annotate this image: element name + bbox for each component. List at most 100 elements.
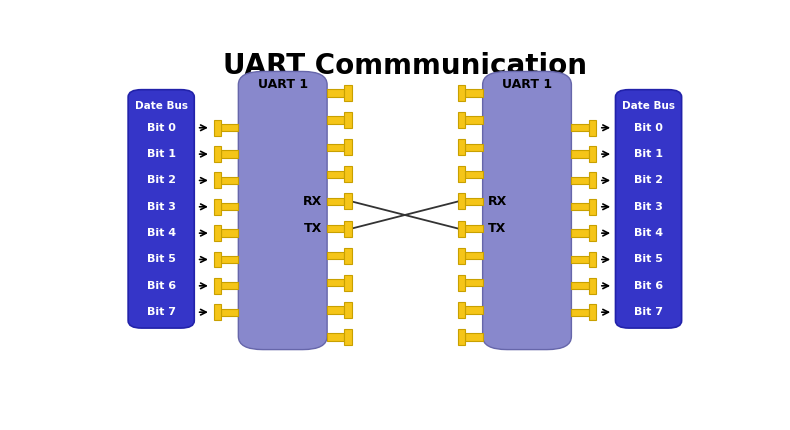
FancyBboxPatch shape — [465, 144, 483, 151]
FancyBboxPatch shape — [615, 90, 682, 328]
FancyBboxPatch shape — [327, 279, 344, 286]
FancyBboxPatch shape — [214, 252, 221, 267]
FancyBboxPatch shape — [571, 150, 589, 158]
FancyBboxPatch shape — [214, 120, 221, 136]
FancyBboxPatch shape — [344, 275, 352, 291]
Text: Bit 7: Bit 7 — [147, 307, 175, 317]
FancyBboxPatch shape — [344, 329, 352, 345]
Text: Bit 0: Bit 0 — [634, 123, 663, 133]
FancyBboxPatch shape — [221, 177, 239, 184]
FancyBboxPatch shape — [589, 304, 596, 320]
FancyBboxPatch shape — [483, 71, 571, 350]
FancyBboxPatch shape — [214, 225, 221, 241]
FancyBboxPatch shape — [344, 194, 352, 209]
FancyBboxPatch shape — [214, 199, 221, 215]
FancyBboxPatch shape — [458, 329, 465, 345]
FancyBboxPatch shape — [221, 124, 239, 132]
FancyBboxPatch shape — [465, 333, 483, 341]
FancyBboxPatch shape — [327, 144, 344, 151]
FancyBboxPatch shape — [458, 139, 465, 155]
FancyBboxPatch shape — [465, 306, 483, 313]
Text: Date Bus: Date Bus — [135, 101, 188, 111]
FancyBboxPatch shape — [344, 221, 352, 237]
FancyBboxPatch shape — [214, 304, 221, 320]
FancyBboxPatch shape — [221, 256, 239, 263]
FancyBboxPatch shape — [221, 309, 239, 316]
FancyBboxPatch shape — [571, 282, 589, 289]
FancyBboxPatch shape — [589, 278, 596, 294]
FancyBboxPatch shape — [589, 252, 596, 267]
FancyBboxPatch shape — [221, 150, 239, 158]
Text: Bit 1: Bit 1 — [147, 149, 175, 159]
FancyBboxPatch shape — [589, 172, 596, 188]
FancyBboxPatch shape — [465, 117, 483, 124]
Text: Bit 6: Bit 6 — [634, 281, 663, 291]
Text: Bit 3: Bit 3 — [147, 202, 175, 212]
FancyBboxPatch shape — [458, 85, 465, 101]
FancyBboxPatch shape — [214, 146, 221, 162]
FancyBboxPatch shape — [589, 120, 596, 136]
FancyBboxPatch shape — [458, 302, 465, 318]
Text: Bit 2: Bit 2 — [634, 175, 663, 185]
Text: TX: TX — [487, 222, 506, 235]
FancyBboxPatch shape — [458, 221, 465, 237]
FancyBboxPatch shape — [214, 278, 221, 294]
Text: Bit 4: Bit 4 — [634, 228, 663, 238]
Text: Bit 2: Bit 2 — [147, 175, 175, 185]
FancyBboxPatch shape — [571, 203, 589, 210]
FancyBboxPatch shape — [458, 166, 465, 182]
FancyBboxPatch shape — [344, 112, 352, 128]
FancyBboxPatch shape — [344, 302, 352, 318]
Text: UART Commmunication: UART Commmunication — [223, 52, 587, 80]
Text: Bit 1: Bit 1 — [634, 149, 663, 159]
FancyBboxPatch shape — [327, 89, 344, 97]
FancyBboxPatch shape — [327, 171, 344, 178]
Text: TX: TX — [304, 222, 322, 235]
FancyBboxPatch shape — [571, 177, 589, 184]
FancyBboxPatch shape — [465, 279, 483, 286]
FancyBboxPatch shape — [344, 248, 352, 264]
FancyBboxPatch shape — [465, 225, 483, 232]
FancyBboxPatch shape — [327, 306, 344, 313]
FancyBboxPatch shape — [327, 198, 344, 205]
Text: Bit 7: Bit 7 — [634, 307, 663, 317]
FancyBboxPatch shape — [589, 199, 596, 215]
FancyBboxPatch shape — [465, 89, 483, 97]
FancyBboxPatch shape — [458, 275, 465, 291]
FancyBboxPatch shape — [571, 309, 589, 316]
FancyBboxPatch shape — [344, 85, 352, 101]
Text: Date Bus: Date Bus — [622, 101, 675, 111]
FancyBboxPatch shape — [221, 203, 239, 210]
FancyBboxPatch shape — [571, 230, 589, 237]
Text: Bit 0: Bit 0 — [147, 123, 175, 133]
FancyBboxPatch shape — [589, 146, 596, 162]
FancyBboxPatch shape — [589, 225, 596, 241]
Text: Bit 4: Bit 4 — [147, 228, 175, 238]
Text: Bit 6: Bit 6 — [147, 281, 175, 291]
FancyBboxPatch shape — [458, 112, 465, 128]
FancyBboxPatch shape — [221, 282, 239, 289]
Text: RX: RX — [487, 195, 506, 208]
Text: UART 1: UART 1 — [502, 78, 552, 91]
FancyBboxPatch shape — [327, 117, 344, 124]
FancyBboxPatch shape — [239, 71, 327, 350]
FancyBboxPatch shape — [327, 252, 344, 259]
FancyBboxPatch shape — [344, 139, 352, 155]
FancyBboxPatch shape — [465, 252, 483, 259]
Text: Bit 3: Bit 3 — [634, 202, 663, 212]
FancyBboxPatch shape — [458, 248, 465, 264]
FancyBboxPatch shape — [344, 166, 352, 182]
FancyBboxPatch shape — [128, 90, 194, 328]
Text: UART 1: UART 1 — [258, 78, 308, 91]
FancyBboxPatch shape — [214, 172, 221, 188]
Text: RX: RX — [303, 195, 322, 208]
FancyBboxPatch shape — [465, 171, 483, 178]
FancyBboxPatch shape — [458, 194, 465, 209]
Text: Bit 5: Bit 5 — [147, 255, 175, 264]
FancyBboxPatch shape — [327, 333, 344, 341]
FancyBboxPatch shape — [465, 198, 483, 205]
FancyBboxPatch shape — [327, 225, 344, 232]
FancyBboxPatch shape — [571, 124, 589, 132]
FancyBboxPatch shape — [571, 256, 589, 263]
FancyBboxPatch shape — [221, 230, 239, 237]
